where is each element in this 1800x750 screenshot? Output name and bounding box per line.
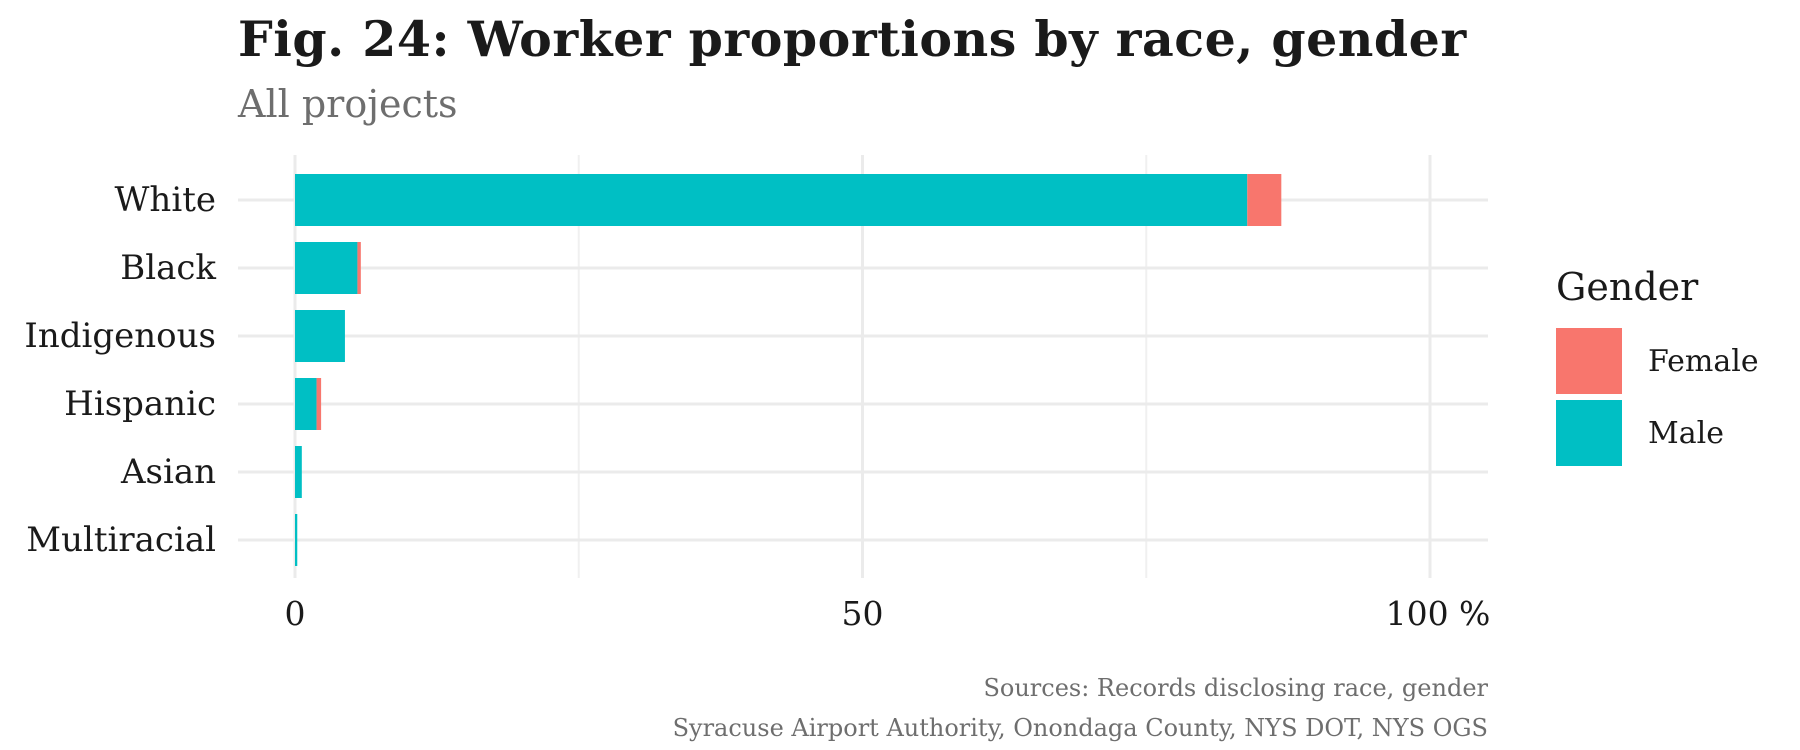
x-tick-label-100-: 100 %	[1386, 594, 1491, 633]
bar-black-male	[295, 242, 358, 294]
bar-black-female	[357, 242, 361, 294]
bar-white-female	[1247, 174, 1282, 226]
labels-layer: White Black Indigenous Hispanic Asian Multira…	[24, 180, 1490, 633]
caption-agencies: Syracuse Airport Authority, Onondaga Cou…	[672, 714, 1488, 742]
bar-asian-male	[295, 446, 302, 498]
chart-subtitle: All projects	[238, 82, 458, 126]
legend-label-female: Female	[1648, 343, 1759, 379]
legend-title: Gender	[1556, 265, 1699, 309]
legend-item-female: Female	[1556, 327, 1759, 395]
bar-hispanic-female	[316, 378, 322, 430]
x-tick-label-0: 0	[285, 594, 306, 633]
category-label-black: Black	[120, 248, 216, 288]
chart-title: Fig. 24: Worker proportions by race, gen…	[238, 10, 1467, 68]
legend: Gender Female Male	[1556, 265, 1759, 471]
category-label-hispanic: Hispanic	[64, 384, 216, 424]
category-label-multiracial: Multiracial	[26, 520, 216, 560]
category-label-indigenous: Indigenous	[24, 316, 216, 356]
bar-multiracial-male	[295, 514, 298, 566]
legend-label-male: Male	[1648, 415, 1724, 451]
legend-swatch-male	[1556, 400, 1622, 466]
bar-white-male	[295, 174, 1248, 226]
x-tick-label-50: 50	[842, 594, 884, 633]
bar-indigenous-male	[295, 310, 345, 362]
category-label-white: White	[114, 180, 216, 220]
category-label-asian: Asian	[120, 452, 216, 492]
legend-item-male: Male	[1556, 399, 1759, 467]
legend-swatch-female	[1556, 328, 1622, 394]
bar-hispanic-male	[295, 378, 317, 430]
bars-layer	[295, 174, 1282, 566]
caption-sources: Sources: Records disclosing race, gender	[983, 674, 1488, 702]
